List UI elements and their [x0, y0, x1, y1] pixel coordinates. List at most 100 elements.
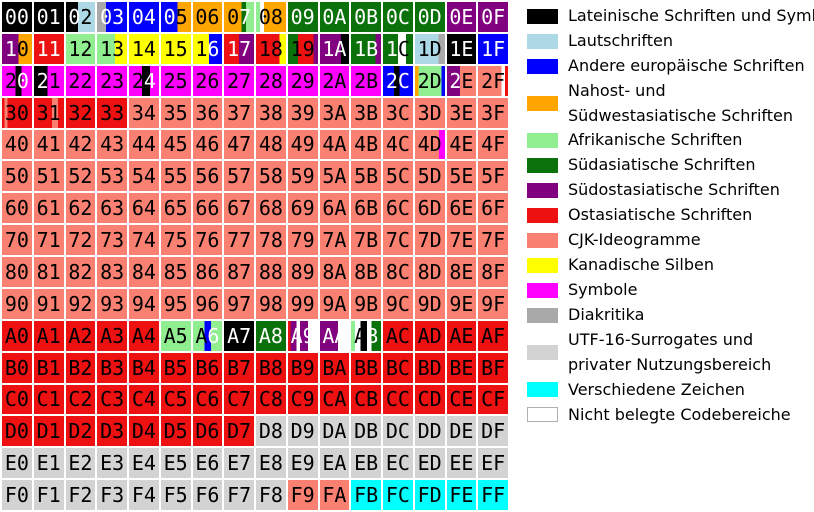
legend-item: UTF-16-Surrogates und privater Nutzungsbe… — [517, 328, 813, 377]
cell-label-char: D — [36, 419, 49, 444]
cell-label-char: 0 — [16, 483, 29, 508]
cell-label-char: 5 — [175, 164, 188, 189]
legend-item: Symbole — [517, 278, 813, 303]
cell-label-char: 6 — [207, 387, 220, 412]
cell-label-char: 7 — [290, 228, 303, 253]
cell-label-char: 5 — [175, 323, 188, 348]
cell-label-char: A — [354, 323, 367, 348]
cell-label-char: E — [354, 451, 367, 476]
cell-label-char: 4 — [322, 132, 335, 157]
cell-label-char: F — [493, 228, 506, 253]
cell-label-char: A — [334, 100, 347, 125]
cell-label-char: C — [397, 68, 410, 93]
legend-label: Lateinische Schriften und Symbole — [568, 6, 814, 26]
cell-label-char: 2 — [80, 483, 93, 508]
cell-label-char: B — [258, 355, 271, 380]
cell-label-char: 2 — [80, 196, 93, 221]
cell-label-char: 1 — [48, 323, 61, 348]
cell-label-char: E — [461, 259, 474, 284]
cell-label-char: 2 — [80, 419, 93, 444]
cell-label-char: 4 — [417, 132, 430, 157]
cell-label-char: 0 — [16, 4, 29, 29]
cell-label-char: E — [417, 451, 430, 476]
cell-label-char: 8 — [270, 4, 283, 29]
cell-label-char: 0 — [16, 323, 29, 348]
cell-label-char: 1 — [100, 36, 113, 61]
cell-label-char: E — [461, 483, 474, 508]
cell-label-char: 3 — [112, 132, 125, 157]
cell-label-char: 7 — [239, 228, 252, 253]
cell-label-char: 8 — [270, 323, 283, 348]
cell-label-char: 2 — [4, 68, 17, 93]
cell-label-char: F — [354, 483, 367, 508]
cell-label-char: E — [461, 451, 474, 476]
cell-label-char: 3 — [36, 100, 49, 125]
cell-label-char: 6 — [207, 355, 220, 380]
cell-label-char: 8 — [270, 132, 283, 157]
cell-label-char: 1 — [4, 36, 17, 61]
cell-label-char: C — [385, 387, 398, 412]
cell-label-char: 0 — [68, 4, 81, 29]
cell-label-char: 1 — [48, 36, 61, 61]
cell-label-char: 7 — [68, 228, 81, 253]
legend-label: Verschiedene Zeichen — [568, 379, 745, 399]
cell-label-char: 2 — [80, 323, 93, 348]
cell-label-char: D — [429, 355, 442, 380]
cell-label-char: F — [493, 196, 506, 221]
cell-label-char: D — [429, 291, 442, 316]
cell-label-char: 0 — [16, 355, 29, 380]
cell-label-char: D — [429, 36, 442, 61]
cell-label-char: A — [227, 323, 240, 348]
cell-label-char: 9 — [68, 291, 81, 316]
cell-label-char: E — [481, 451, 494, 476]
cell-label-char: A — [334, 323, 347, 348]
cell-label-char: 7 — [417, 228, 430, 253]
legend-item: Ostasiatische Schriften — [517, 203, 813, 228]
cell-label-char: 8 — [385, 259, 398, 284]
cell-label-char: B — [4, 355, 17, 380]
cell-label-char: A — [290, 323, 303, 348]
cell-label-char: A — [334, 228, 347, 253]
cell-label-char: F — [4, 483, 17, 508]
cell-label-char: 9 — [163, 291, 176, 316]
cell-label-char: E — [227, 451, 240, 476]
cell-label-char: F — [493, 387, 506, 412]
cell-label-char: 9 — [302, 4, 315, 29]
cell-label-char: 0 — [36, 4, 49, 29]
cell-label-char: 2 — [258, 68, 271, 93]
cell-label-char: 6 — [207, 4, 220, 29]
cell-label-char: 1 — [68, 36, 81, 61]
cell-label-char: 7 — [195, 228, 208, 253]
cell-label-char: 0 — [258, 4, 271, 29]
cell-label-char: C — [397, 355, 410, 380]
cell-label-char: B — [100, 355, 113, 380]
